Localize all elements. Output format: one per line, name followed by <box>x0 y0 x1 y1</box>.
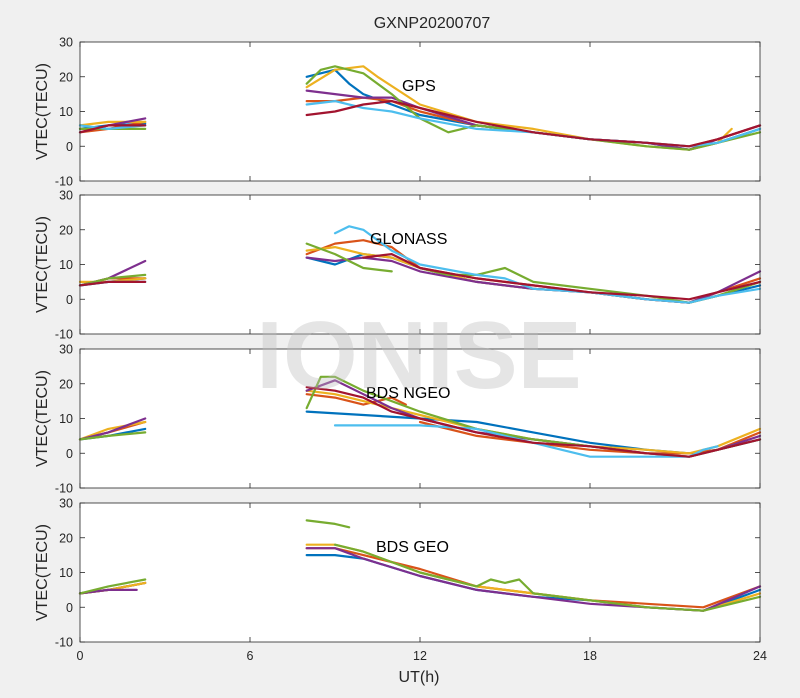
series-5-line <box>305 519 351 529</box>
y-tick-label: 30 <box>59 497 73 511</box>
series-6-line <box>333 424 719 458</box>
y-tick-label: 30 <box>59 343 73 357</box>
y-tick-label: 30 <box>59 189 73 203</box>
subplot-2: -10 0 10 20 30 GLONASS VTEC(TECU) <box>34 189 762 342</box>
y-tick-label: 0 <box>66 601 73 615</box>
series-5-line <box>333 543 762 612</box>
x-tick-label: 12 <box>413 649 427 663</box>
plot-frame <box>79 348 761 489</box>
y-tick-label: 10 <box>59 258 73 272</box>
series-2-line <box>305 393 407 406</box>
series-4-line <box>78 417 147 441</box>
y-tick-label: 20 <box>59 531 73 545</box>
series-7-line <box>78 280 147 287</box>
watermark-text: IONISE <box>256 302 581 409</box>
y-tick-label: -10 <box>55 636 73 650</box>
x-tick-label: 18 <box>583 649 597 663</box>
series-4-line <box>78 588 138 595</box>
y-tick-label: 0 <box>66 140 73 154</box>
series-5-line <box>305 242 393 273</box>
plot-frame <box>79 194 761 335</box>
y-tick-label: 10 <box>59 412 73 426</box>
x-tick-label: 6 <box>247 649 254 663</box>
y-tick-label: -10 <box>55 482 73 496</box>
panel-annotation: GLONASS <box>370 231 447 248</box>
panel-annotation: BDS GEO <box>376 539 449 556</box>
series-5-line <box>78 273 147 287</box>
subplot-3: -10 0 10 20 30 BDS NGEO VTEC(TECU) <box>34 343 762 496</box>
y-axis-label: VTEC(TECU) <box>34 63 51 160</box>
series-5-line <box>78 431 147 441</box>
panel-annotation: BDS NGEO <box>366 385 450 402</box>
subplot-4: -10 0 10 20 30 0 6 12 18 24 BDS GEO VTEC(TECU) <box>34 497 767 664</box>
series-5-line <box>305 65 762 151</box>
subplot-panels: -10 0 10 20 30 GPS VTEC(TECU) -10 0 10 20 30 GLONASS… <box>34 36 767 664</box>
y-tick-label: 0 <box>66 293 73 307</box>
figure-title: GXNP20200707 <box>374 15 491 32</box>
y-tick-label: -10 <box>55 175 73 189</box>
plot-frame <box>79 502 761 643</box>
y-axis-label: VTEC(TECU) <box>34 524 51 621</box>
x-tick-label: 0 <box>77 649 84 663</box>
x-axis-label: UT(h) <box>399 669 440 686</box>
y-tick-label: 20 <box>59 377 73 391</box>
series-6-line <box>333 225 762 304</box>
y-axis-label: VTEC(TECU) <box>34 216 51 313</box>
series-6-line <box>78 124 147 130</box>
series-7-line <box>305 386 762 458</box>
series-7-line <box>78 124 147 134</box>
y-tick-label: 10 <box>59 105 73 119</box>
series-3-line <box>78 120 147 127</box>
plot-frame <box>79 41 761 182</box>
y-tick-label: 10 <box>59 566 73 580</box>
y-tick-label: 0 <box>66 447 73 461</box>
panel-annotation: GPS <box>402 78 436 95</box>
y-tick-label: 20 <box>59 70 73 84</box>
series-7-line <box>362 253 762 301</box>
y-tick-label: 20 <box>59 223 73 237</box>
y-tick-label: -10 <box>55 328 73 342</box>
subplot-1: -10 0 10 20 30 GPS VTEC(TECU) <box>34 36 762 189</box>
y-tick-label: 30 <box>59 36 73 50</box>
y-axis-label: VTEC(TECU) <box>34 370 51 467</box>
series-7-line <box>305 99 762 148</box>
series-5-line <box>78 578 147 595</box>
x-tick-label: 24 <box>753 649 767 663</box>
